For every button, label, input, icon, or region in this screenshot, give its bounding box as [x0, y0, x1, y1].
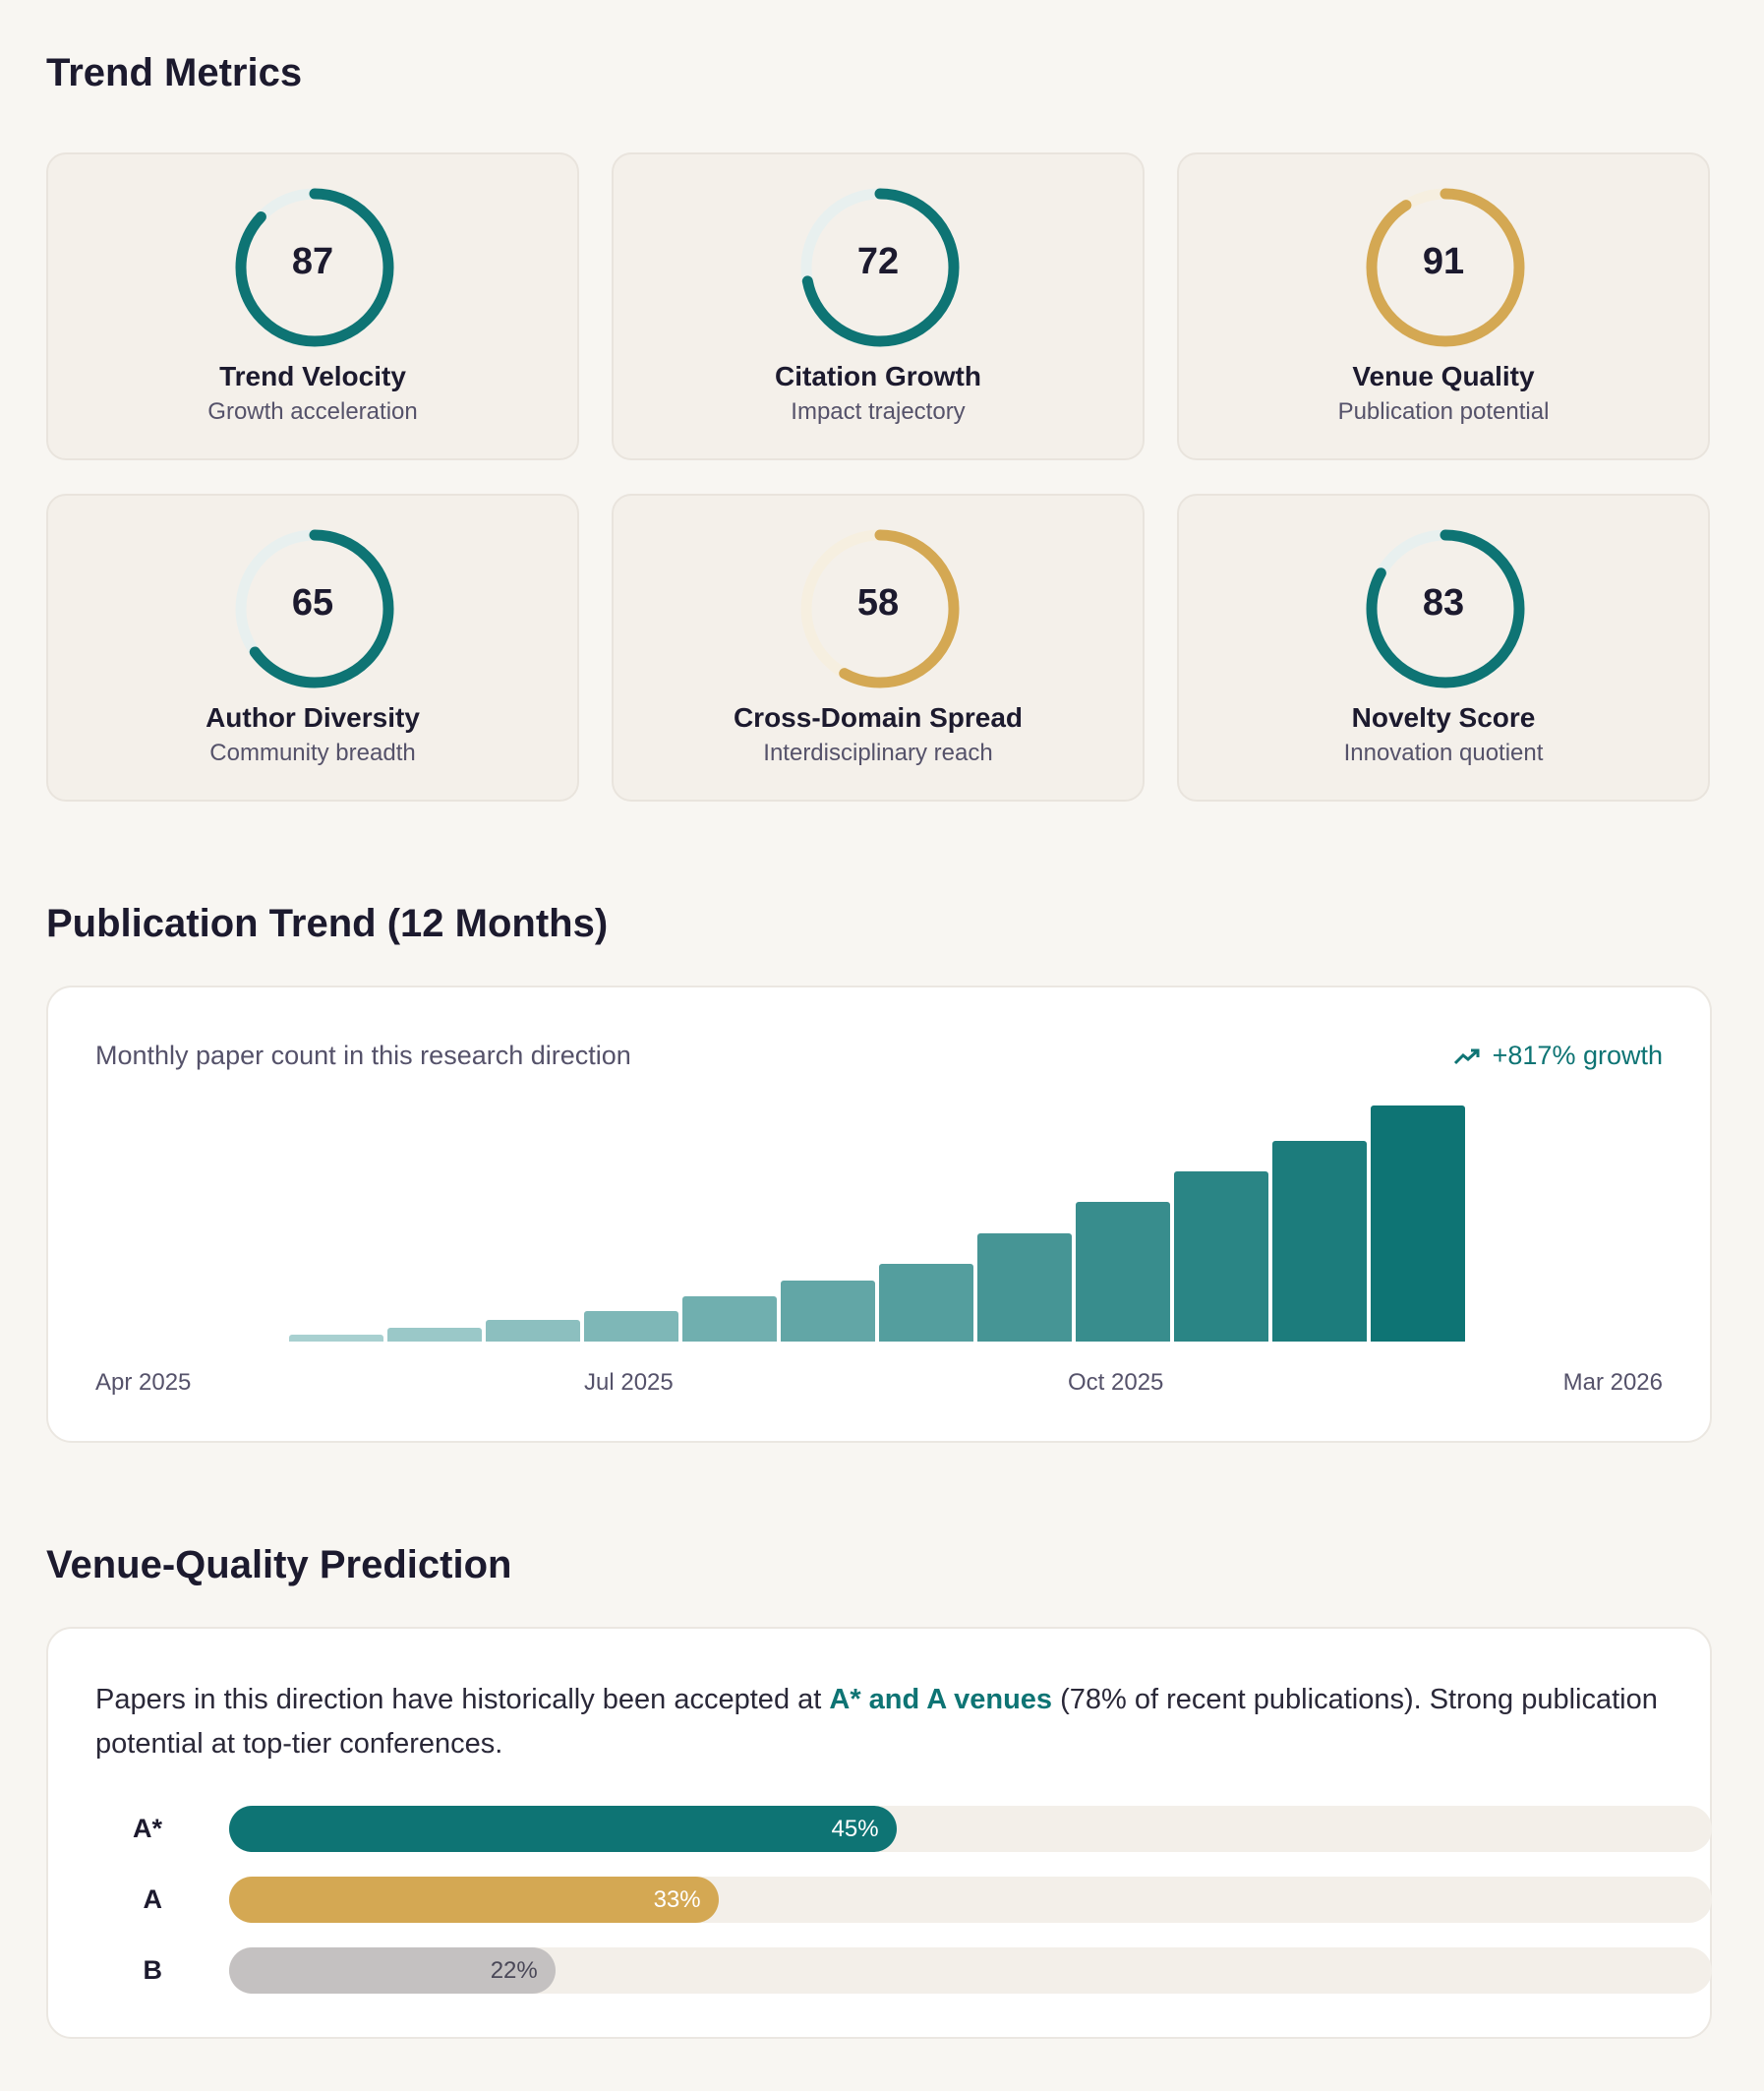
x-label: Jul 2025 — [584, 1369, 674, 1396]
metric-value: 87 — [291, 241, 334, 282]
bar-feb-2026 — [1272, 1141, 1367, 1342]
venue-highlight: A* and A venues — [829, 1684, 1053, 1715]
metric-value: 72 — [856, 241, 900, 282]
metric-value: 58 — [856, 582, 900, 624]
metric-card: 87 Trend Velocity Growth acceleration — [46, 152, 579, 460]
progress-ring-icon — [235, 529, 394, 688]
metrics-title: Trend Metrics — [46, 51, 303, 94]
venue-description: Papers in this direction have historical… — [95, 1684, 1658, 1760]
metric-card: 65 Author Diversity Community breadth — [46, 494, 579, 802]
x-label: Apr 2025 — [95, 1369, 192, 1396]
metric-card: 72 Citation Growth Impact trajectory — [612, 152, 1145, 460]
bar-nov-2025 — [977, 1232, 1072, 1342]
bar-may-2025 — [387, 1327, 482, 1342]
tier-fill: 45% — [229, 1806, 897, 1852]
chart-subtitle: Monthly paper count in this research dir… — [95, 1041, 631, 1070]
metric-subtitle: Impact trajectory — [791, 398, 966, 425]
bar-aug-2025 — [682, 1296, 777, 1342]
metric-subtitle: Interdisciplinary reach — [763, 740, 993, 766]
metric-value: 91 — [1422, 241, 1465, 282]
metric-value: 83 — [1422, 582, 1465, 624]
bar-chart — [289, 1105, 1479, 1342]
tier-label: A* — [132, 1814, 162, 1843]
venue-tier-row: B 22% — [95, 1947, 1712, 1994]
metric-subtitle: Publication potential — [1337, 398, 1550, 425]
tier-track: 45% — [229, 1806, 1712, 1852]
progress-ring-icon — [235, 188, 394, 347]
bar-oct-2025 — [879, 1263, 973, 1342]
metric-label: Author Diversity — [206, 702, 420, 733]
tier-track: 33% — [229, 1877, 1712, 1923]
bar-mar-2026 — [1371, 1105, 1465, 1342]
metric-card: 83 Novelty Score Innovation quotient — [1177, 494, 1710, 802]
progress-ring-fill — [235, 529, 394, 688]
progress-ring-fill — [800, 529, 960, 688]
growth-badge: +817% growth — [1453, 1041, 1663, 1071]
venue-title: Venue-Quality Prediction — [46, 1543, 512, 1586]
progress-ring-icon — [800, 188, 960, 347]
bar-jan-2026 — [1174, 1171, 1268, 1342]
trend-chart-panel: Monthly paper count in this research dir… — [46, 986, 1712, 1443]
bar-jul-2025 — [584, 1310, 678, 1342]
tier-label: B — [143, 1955, 163, 1985]
venue-panel: Papers in this direction have historical… — [46, 1627, 1712, 2039]
progress-ring-icon — [800, 529, 960, 688]
metric-subtitle: Community breadth — [209, 740, 416, 766]
metric-label: Citation Growth — [775, 361, 981, 391]
progress-ring-fill — [1366, 188, 1525, 347]
bar-sep-2025 — [781, 1280, 875, 1342]
x-label: Mar 2026 — [1562, 1369, 1663, 1396]
metric-subtitle: Innovation quotient — [1343, 740, 1544, 766]
progress-ring-fill — [235, 188, 394, 347]
trending-up-icon — [1453, 1048, 1480, 1064]
bar-apr-2025 — [289, 1334, 383, 1342]
metric-card: 91 Venue Quality Publication potential — [1177, 152, 1710, 460]
progress-ring-icon — [1366, 188, 1525, 347]
bar-jun-2025 — [486, 1320, 580, 1342]
tier-fill: 33% — [229, 1877, 719, 1923]
tier-track: 22% — [229, 1947, 1712, 1994]
metric-label: Venue Quality — [1352, 361, 1535, 391]
metric-card: 58 Cross-Domain Spread Interdisciplinary… — [612, 494, 1145, 802]
progress-ring-fill — [1366, 529, 1525, 688]
metric-label: Novelty Score — [1351, 702, 1536, 733]
tier-fill: 22% — [229, 1947, 556, 1994]
progress-ring-icon — [1366, 529, 1525, 688]
x-label: Oct 2025 — [1068, 1369, 1164, 1396]
growth-text: +817% growth — [1492, 1041, 1663, 1070]
metric-label: Cross-Domain Spread — [733, 702, 1024, 733]
bar-dec-2025 — [1076, 1202, 1170, 1342]
venue-tier-row: A* 45% — [95, 1806, 1712, 1852]
metric-label: Trend Velocity — [219, 361, 406, 391]
metric-subtitle: Growth acceleration — [207, 398, 418, 425]
trend-title: Publication Trend (12 Months) — [46, 902, 609, 945]
metric-value: 65 — [291, 582, 334, 624]
progress-ring-fill — [800, 188, 960, 347]
tier-label: A — [143, 1884, 163, 1914]
venue-tier-row: A 33% — [95, 1877, 1712, 1923]
